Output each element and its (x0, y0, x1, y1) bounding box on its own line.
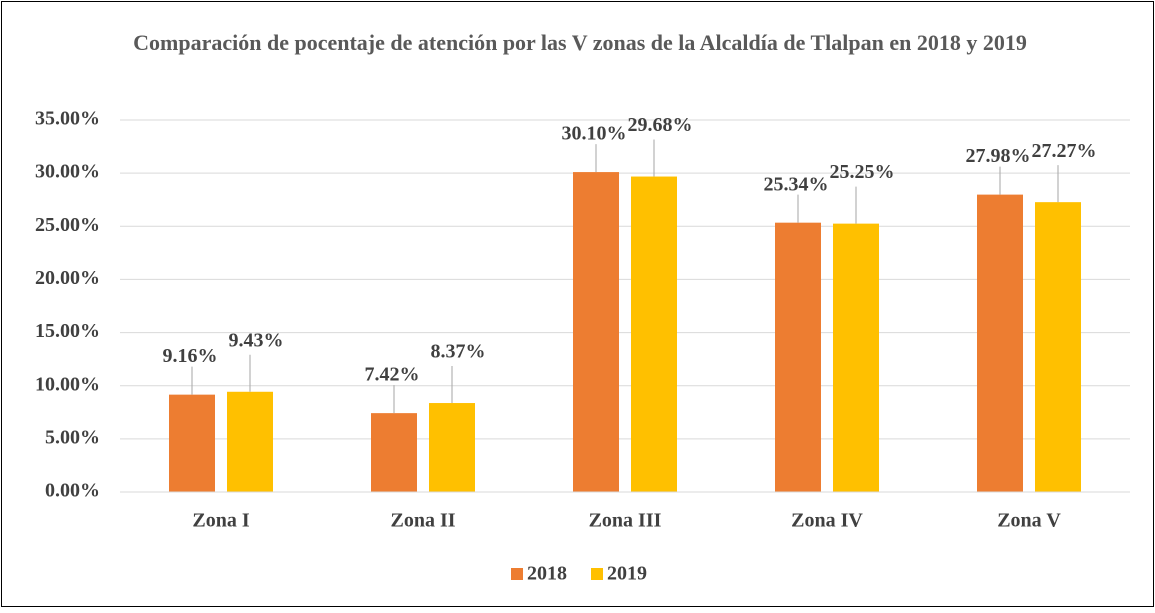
bar (833, 223, 879, 492)
bar (775, 222, 821, 492)
legend-swatch (591, 568, 603, 580)
data-label: 25.34% (764, 173, 829, 195)
y-tick-label: 0.00% (45, 480, 100, 502)
legend-label: 2019 (607, 563, 647, 585)
data-label: 29.68% (628, 114, 693, 136)
y-tick-label: 30.00% (35, 161, 100, 183)
y-tick-label: 20.00% (35, 267, 100, 289)
data-label: 30.10% (562, 123, 627, 145)
y-tick-label: 5.00% (45, 426, 100, 448)
data-label: 9.16% (163, 345, 218, 367)
x-tick-label: Zona III (589, 510, 662, 532)
bar (371, 413, 417, 492)
chart-title: Comparación de pocentaje de atención por… (133, 30, 1027, 55)
bar (169, 394, 215, 492)
legend-label: 2018 (527, 563, 567, 585)
data-label: 27.98% (966, 145, 1031, 167)
x-tick-label: Zona IV (791, 510, 863, 532)
y-tick-label: 10.00% (35, 373, 100, 395)
bar (573, 172, 619, 492)
data-label: 27.27% (1032, 140, 1097, 162)
data-label: 7.42% (365, 364, 420, 386)
data-label: 25.25% (830, 161, 895, 183)
data-label: 9.43% (229, 329, 284, 351)
title-box: Comparación de pocentaje de atención por… (133, 30, 1027, 55)
legend-swatch (511, 568, 523, 580)
x-tick-label: Zona V (997, 510, 1061, 532)
bar (227, 391, 273, 492)
data-label: 8.37% (431, 341, 486, 363)
bar (1035, 202, 1081, 492)
bar (631, 176, 677, 492)
y-tick-label: 35.00% (35, 108, 100, 130)
bar (429, 403, 475, 492)
y-tick-label: 15.00% (35, 320, 100, 342)
x-tick-label: Zona II (390, 510, 455, 532)
bar (977, 194, 1023, 493)
x-tick-label: Zona I (192, 510, 249, 532)
y-tick-label: 25.00% (35, 214, 100, 236)
